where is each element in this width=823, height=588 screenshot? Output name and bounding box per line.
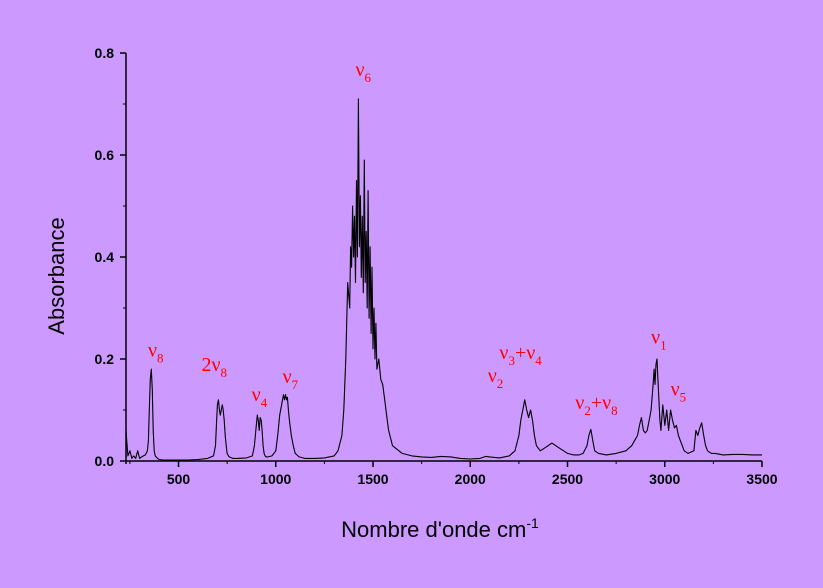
x-tick-label: 1500 [357, 471, 388, 487]
x-axis-title-exponent: -1 [526, 515, 539, 531]
x-tick-label: 2000 [455, 471, 486, 487]
annotation-symbol: ν [651, 327, 660, 349]
y-axis: 0.0 0.2 0.4 0.6 0.8 [95, 45, 127, 469]
series-layer [125, 98, 762, 461]
annotation-symbol: ν [671, 379, 680, 401]
annotation-symbol: 2ν [201, 354, 220, 376]
annotation-subscript: 8 [157, 350, 164, 365]
annotation-subscript: 8 [221, 365, 228, 380]
x-tick-label: 500 [167, 471, 191, 487]
annotation-symbol: ν [356, 59, 365, 81]
annotation-symbol: ν [252, 384, 261, 406]
x-tick-label: 3500 [746, 471, 777, 487]
annotation-subscript: 8 [611, 403, 618, 418]
annotation-subscript: 2 [584, 403, 591, 418]
y-tick-label: 0.8 [95, 45, 115, 61]
annotation-subscript: 4 [261, 395, 268, 410]
peak-annotation: ν8 [148, 339, 164, 365]
peak-annotation: ν7 [283, 366, 299, 392]
peak-annotation: ν1 [651, 327, 667, 353]
annotation-symbol: ν [499, 342, 508, 364]
annotation-symbol: ν [488, 365, 497, 387]
annotation-symbol: +ν [591, 392, 611, 414]
x-tick-label: 2500 [552, 471, 583, 487]
x-tick-label: 1000 [260, 471, 291, 487]
peak-annotation: ν5 [671, 379, 687, 405]
spectrum-line [125, 98, 762, 461]
x-tick-label: 3000 [649, 471, 680, 487]
peak-annotation: ν6 [356, 59, 372, 85]
peak-annotation: ν2+ν8 [575, 392, 617, 418]
y-tick-label: 0.2 [95, 351, 115, 367]
peak-annotation: ν3+ν4 [499, 342, 542, 368]
annotation-subscript: 7 [292, 377, 299, 392]
annotation-symbol: +ν [515, 342, 535, 364]
y-tick-label: 0.4 [95, 249, 115, 265]
annotation-symbol: ν [283, 366, 292, 388]
annotation-subscript: 5 [680, 390, 687, 405]
peak-annotation: 2ν8 [201, 354, 227, 380]
peak-annotation: ν4 [252, 384, 268, 410]
annotation-subscript: 4 [535, 353, 542, 368]
x-axis-title: Nombre d'onde cm-1 [341, 515, 539, 542]
y-tick-label: 0.6 [95, 147, 115, 163]
annotation-symbol: ν [148, 339, 157, 361]
annotation-subscript: 1 [660, 338, 667, 353]
annotation-subscript: 3 [508, 353, 514, 368]
annotation-subscript: 2 [497, 376, 504, 391]
annotation-symbol: ν [575, 392, 584, 414]
y-axis-title: Absorbance [44, 217, 69, 334]
y-tick-label: 0.0 [95, 453, 115, 469]
x-axis: 500 1000 1500 2000 2500 3000 3500 [126, 460, 778, 487]
peak-annotation: ν2 [488, 365, 504, 391]
annotation-subscript: 6 [365, 70, 372, 85]
x-axis-title-text: Nombre d'onde cm [341, 517, 526, 542]
